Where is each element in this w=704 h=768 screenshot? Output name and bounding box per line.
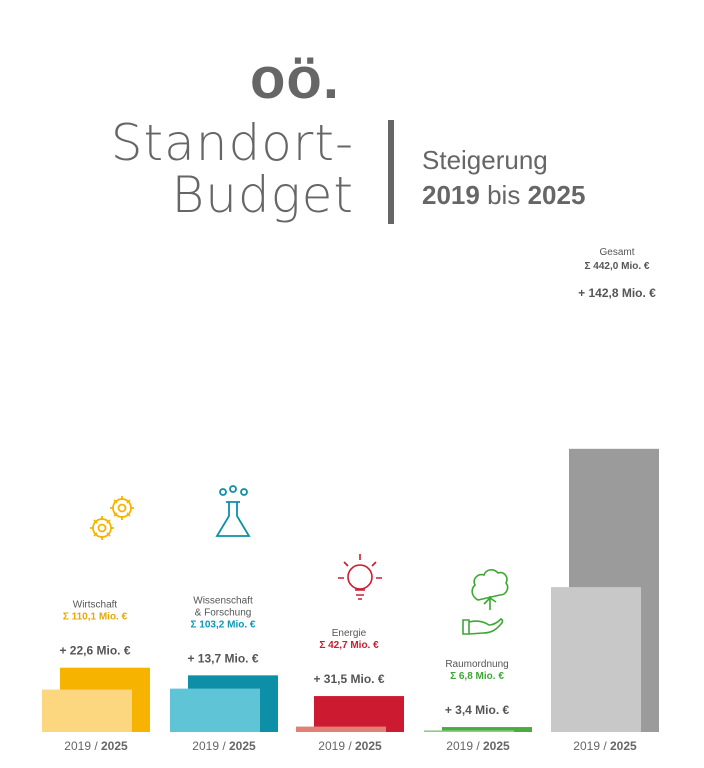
x-label-year-3: 2025 bbox=[483, 739, 510, 753]
x-label-prefix-4: 2019 / bbox=[573, 739, 610, 753]
title-line-2: Budget bbox=[171, 166, 354, 224]
delta-label-3: + 3,4 Mio. € bbox=[445, 703, 510, 717]
category-label-0: Wirtschaft bbox=[73, 600, 118, 611]
x-label-prefix-2: 2019 / bbox=[318, 739, 355, 753]
x-label-year-4: 2025 bbox=[610, 739, 637, 753]
bar-2025-3 bbox=[442, 727, 532, 732]
x-label-2: 2019 / 2025 bbox=[318, 739, 382, 753]
total-label-4: Σ 442,0 Mio. € bbox=[585, 261, 650, 272]
subtitle-mid: bis bbox=[487, 180, 521, 210]
category-label-4: Gesamt bbox=[599, 247, 634, 258]
logo-oo: oö. bbox=[250, 46, 340, 111]
x-label-prefix-0: 2019 / bbox=[64, 739, 101, 753]
bar-2019-4 bbox=[551, 587, 641, 732]
category-label-3: Raumordnung bbox=[445, 659, 508, 670]
subtitle-line-1: Steigerung bbox=[422, 145, 548, 175]
total-label-2: Σ 42,7 Mio. € bbox=[319, 640, 379, 651]
total-label-0: Σ 110,1 Mio. € bbox=[63, 612, 128, 623]
subtitle-to-year: 2025 bbox=[527, 180, 586, 210]
x-label-1: 2019 / 2025 bbox=[192, 739, 256, 753]
flask-icon bbox=[215, 485, 251, 537]
title-line-1: Standort- bbox=[110, 114, 354, 172]
x-label-year-1: 2025 bbox=[229, 739, 256, 753]
delta-label-4: + 142,8 Mio. € bbox=[578, 286, 656, 300]
x-label-0: 2019 / 2025 bbox=[64, 739, 128, 753]
x-label-prefix-1: 2019 / bbox=[192, 739, 229, 753]
bar-2025-2 bbox=[314, 696, 404, 732]
x-label-prefix-3: 2019 / bbox=[446, 739, 483, 753]
bar-2019-3 bbox=[424, 730, 514, 732]
category-label-1-1: & Forschung bbox=[195, 607, 252, 618]
subtitle-from-year: 2019 bbox=[422, 180, 480, 210]
bar-2019-0 bbox=[42, 689, 132, 732]
bar-2019-2 bbox=[296, 726, 386, 732]
lightbulb-icon bbox=[338, 554, 382, 600]
delta-label-2: + 31,5 Mio. € bbox=[313, 672, 384, 686]
x-label-year-0: 2025 bbox=[101, 739, 128, 753]
total-label-3: Σ 6,8 Mio. € bbox=[450, 671, 504, 682]
bar-2019-1 bbox=[170, 688, 260, 732]
delta-label-1: + 13,7 Mio. € bbox=[187, 651, 258, 665]
title-divider bbox=[388, 120, 394, 224]
total-label-1: Σ 103,2 Mio. € bbox=[191, 619, 256, 630]
category-label-2: Energie bbox=[332, 628, 367, 639]
category-label-1-0: Wissenschaft bbox=[193, 595, 253, 606]
delta-label-0: + 22,6 Mio. € bbox=[59, 644, 130, 658]
x-label-year-2: 2025 bbox=[355, 739, 382, 753]
subtitle-line-2: 2019 bis 2025 bbox=[422, 180, 585, 211]
hand-tree-icon bbox=[462, 569, 509, 635]
gears-icon bbox=[90, 496, 134, 540]
x-label-4: 2019 / 2025 bbox=[573, 739, 637, 753]
x-label-3: 2019 / 2025 bbox=[446, 739, 510, 753]
